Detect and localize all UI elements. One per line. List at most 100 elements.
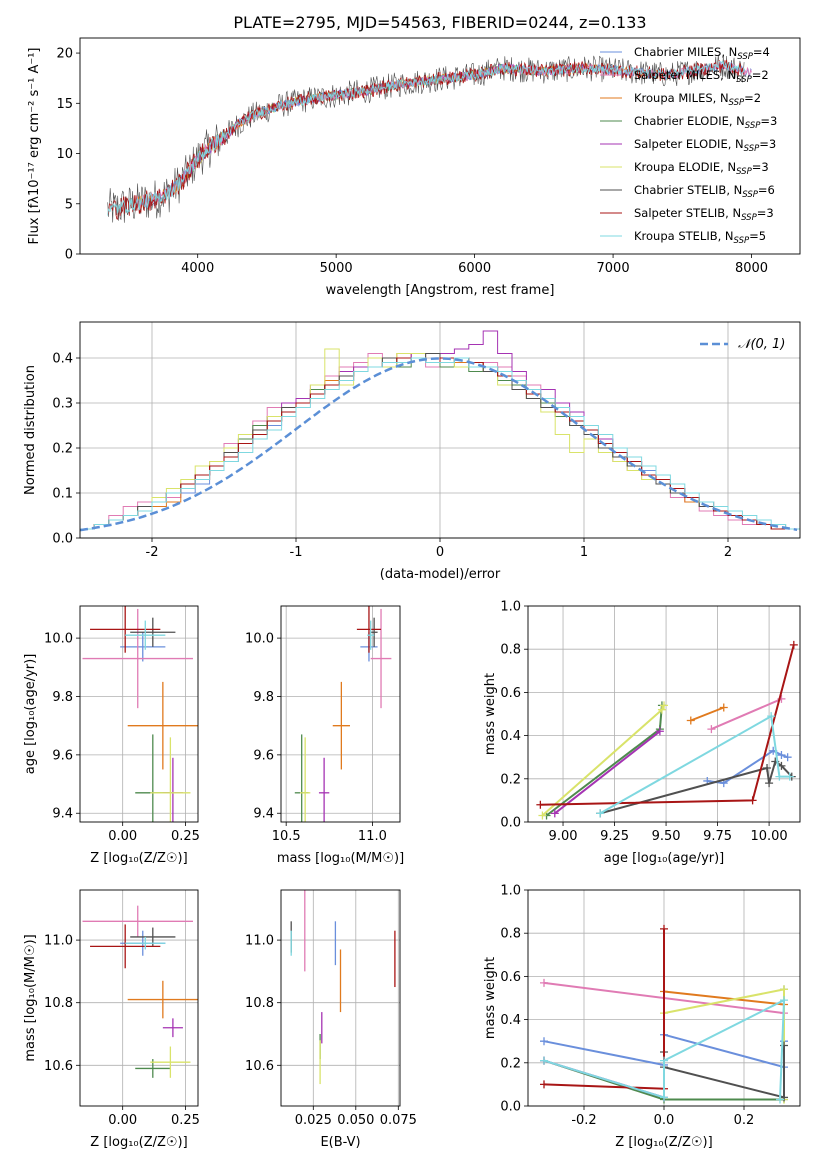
y-tick-label: 5 — [65, 197, 73, 212]
axes-panel-3: 0.00 0.25 9.4 9.6 9.8 10.0 Z [log₁₀(Z/Z☉)] age … — [23, 605, 200, 866]
y-tick-label: 9.6 — [253, 748, 274, 763]
weight-marker — [660, 701, 668, 710]
weight-series-kroupa-stelib — [596, 712, 794, 818]
y-tick-label: 0.0 — [500, 816, 521, 831]
errorbar-kroupa-elodie — [150, 1046, 191, 1078]
weight-series-salpeter-stelib — [540, 924, 668, 1093]
weight-marker — [763, 764, 772, 772]
weight-line — [663, 990, 785, 1006]
y-tick-label: 1.0 — [500, 600, 521, 615]
y-axis-label: mass weight — [483, 957, 498, 1039]
legend-label: Kroupa ELODIE, NSSP=3 — [634, 160, 769, 177]
x-tick-label: 8000 — [735, 261, 768, 276]
errorbar-salpeter-stelib — [356, 606, 382, 653]
errorbar-salpeter-elodie — [162, 1018, 183, 1038]
x-tick-label: 9.25 — [600, 829, 629, 844]
y-tick-label: 11.0 — [245, 934, 274, 949]
x-tick-label: 0.0 — [654, 1113, 675, 1128]
x-axis-label: Z [log₁₀(Z/Z☉)] — [615, 1135, 712, 1150]
x-tick-label: 0.25 — [171, 1113, 200, 1128]
y-axis-label: age [log₁₀(age/yr)] — [23, 654, 38, 775]
x-tick-label: 9.00 — [549, 829, 578, 844]
y-tick-label: 10.8 — [44, 996, 73, 1011]
y-tick-label: 0.1 — [52, 487, 73, 502]
y-axis-label: mass weight — [483, 673, 498, 755]
x-axis-label: E(B-V) — [320, 1135, 360, 1150]
y-tick-label: 0.6 — [500, 686, 521, 701]
axes-panel-5: 9.00 9.25 9.50 9.75 10.00 0.0 0.2 0.4 0.6 0.8 1.0 a… — [483, 600, 801, 866]
y-tick-label: 0.0 — [500, 1100, 521, 1115]
errorbar-chabrier-miles — [120, 632, 166, 662]
weight-series-kroupa-miles — [686, 703, 728, 725]
errorbar-kroupa-elodie — [150, 737, 191, 822]
weight-line — [554, 730, 661, 815]
y-tick-label: 0 — [65, 248, 73, 263]
x-tick-label: -0.2 — [571, 1113, 596, 1128]
weight-marker — [596, 809, 605, 818]
errorbar-salpeter-miles — [82, 608, 193, 709]
axes-panel-7: 0.025 0.050 0.075 10.6 10.8 11.0 E(B-V) — [245, 889, 417, 1150]
x-tick-label: 7000 — [597, 261, 630, 276]
legend-label: Kroupa STELIB, NSSP=5 — [634, 229, 766, 246]
y-axis-label: mass [log₁₀(M/M☉)] — [23, 934, 38, 1061]
legend: Chabrier MILES, NSSP=4 Salpeter MILES, NS… — [600, 45, 777, 246]
y-tick-label: 10.6 — [245, 1059, 274, 1074]
axes-frame — [280, 605, 401, 823]
x-tick-label: -1 — [290, 545, 303, 560]
x-tick-label: -2 — [146, 545, 159, 560]
x-tick-label: 5000 — [320, 261, 353, 276]
y-tick-label: 10.6 — [44, 1059, 73, 1074]
x-tick-label: 11.0 — [358, 829, 387, 844]
errorbar-kroupa-miles — [127, 980, 198, 1019]
axes-panel-4: 10.5 11.0 9.4 9.6 9.8 10.0 mass [log₁₀(M/M☉)] — [245, 605, 404, 866]
x-axis-label: Z [log₁₀(Z/Z☉)] — [90, 851, 187, 866]
histogram-kroupa-stelib — [80, 357, 800, 530]
x-tick-label: 10.00 — [750, 829, 787, 844]
legend-label: Chabrier MILES, NSSP=4 — [634, 45, 770, 62]
weight-marker — [719, 703, 728, 712]
x-tick-label: 0.050 — [337, 1113, 374, 1128]
x-tick-label: 0.00 — [108, 829, 137, 844]
errorbar-kroupa-miles — [332, 681, 350, 770]
weight-marker — [540, 978, 548, 987]
weight-marker — [540, 1037, 548, 1046]
y-tick-label: 15 — [56, 97, 73, 112]
errorbar-chabrier-stelib — [370, 617, 378, 647]
x-tick-label: 9.75 — [703, 829, 732, 844]
plot-area — [80, 330, 800, 532]
y-tick-label: 10.0 — [245, 632, 274, 647]
plot-area — [107, 54, 752, 223]
axes-frame — [79, 37, 801, 255]
x-tick-label: 0.25 — [171, 829, 200, 844]
axes-panel-2: -2 -1 0 1 2 0.0 0.1 0.2 0.3 0.4 (data-model)/error… — [23, 321, 801, 582]
gaussian-curve — [80, 357, 798, 532]
weight-line — [599, 759, 793, 815]
y-tick-label: 9.8 — [253, 690, 274, 705]
weight-marker — [785, 772, 794, 781]
x-axis-label: age [log₁₀(age/yr)] — [604, 851, 725, 866]
legend-label: Salpeter STELIB, NSSP=3 — [634, 206, 774, 223]
x-tick-label: 2 — [724, 545, 732, 560]
legend-label: 𝒩(0, 1) — [738, 337, 785, 352]
x-axis-label: wavelength [Angstrom, rest frame] — [326, 283, 555, 298]
plot-area — [82, 606, 198, 822]
weight-marker — [748, 796, 757, 805]
weight-line — [663, 1045, 785, 1099]
x-tick-label: 1 — [580, 545, 588, 560]
weight-marker — [536, 800, 545, 809]
weight-marker — [660, 1093, 668, 1102]
axes-frame — [79, 321, 801, 539]
axes-frame — [79, 605, 199, 823]
weight-series-chabrier-stelib — [596, 757, 796, 818]
weight-marker — [780, 996, 788, 1005]
errorbar-kroupa-stelib — [125, 620, 166, 650]
x-tick-label: 0.2 — [734, 1113, 755, 1128]
legend-label: Kroupa MILES, NSSP=2 — [634, 91, 761, 108]
x-tick-label: 0 — [436, 545, 444, 560]
errorbar-salpeter-miles — [370, 608, 392, 709]
weight-marker — [540, 1080, 548, 1089]
x-tick-label: 9.50 — [652, 829, 681, 844]
y-tick-label: 9.8 — [52, 690, 73, 705]
y-tick-label: 10.0 — [44, 632, 73, 647]
